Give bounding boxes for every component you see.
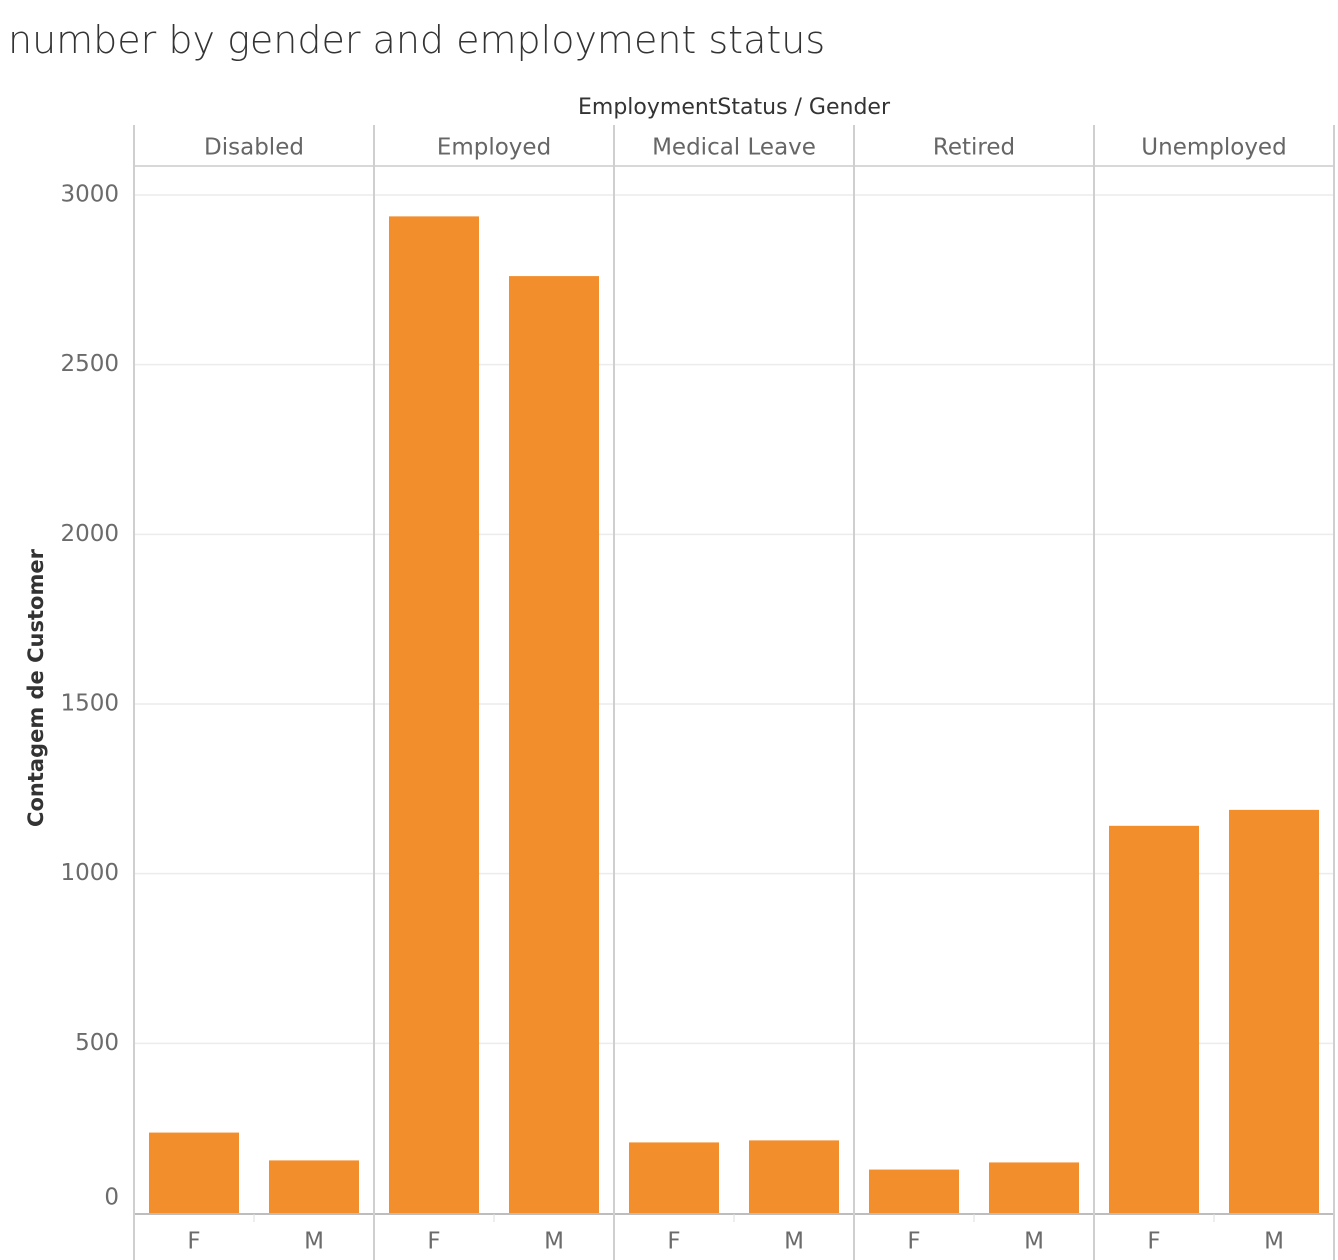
group-label: Disabled (204, 135, 304, 161)
y-tick-label: 2000 (60, 521, 119, 547)
group-label: Unemployed (1141, 135, 1286, 161)
x-tick-label: F (427, 1229, 440, 1255)
bar (149, 1132, 239, 1213)
bar (509, 276, 599, 1213)
y-tick-label: 1500 (60, 691, 119, 717)
group-label: Retired (933, 135, 1015, 161)
bar (749, 1140, 839, 1213)
bar (1229, 809, 1319, 1213)
x-tick-label: M (304, 1229, 324, 1255)
bar (1109, 825, 1199, 1213)
y-tick-label: 3000 (60, 182, 119, 208)
x-tick-label: F (907, 1229, 920, 1255)
y-tick-label: 500 (75, 1030, 119, 1056)
x-tick-label: M (1024, 1229, 1044, 1255)
group-label: Employed (437, 135, 551, 161)
x-tick-label: F (1147, 1229, 1160, 1255)
y-axis-title: Contagem de Customer (24, 548, 48, 827)
bar (269, 1160, 359, 1213)
y-tick-label: 2500 (60, 351, 119, 377)
bar (629, 1142, 719, 1213)
column-header: EmploymentStatus / Gender (578, 95, 891, 120)
x-tick-label: M (1264, 1229, 1284, 1255)
x-tick-label: M (544, 1229, 564, 1255)
bar (389, 216, 479, 1214)
x-tick-label: M (784, 1229, 804, 1255)
group-label: Medical Leave (652, 135, 816, 161)
x-tick-label: F (187, 1229, 200, 1255)
bar (989, 1162, 1079, 1213)
chart-title: number by gender and employment status (8, 18, 826, 62)
bar (869, 1169, 959, 1213)
y-tick-label: 0 (104, 1185, 119, 1211)
y-tick-label: 1000 (60, 860, 119, 886)
x-tick-label: F (667, 1229, 680, 1255)
